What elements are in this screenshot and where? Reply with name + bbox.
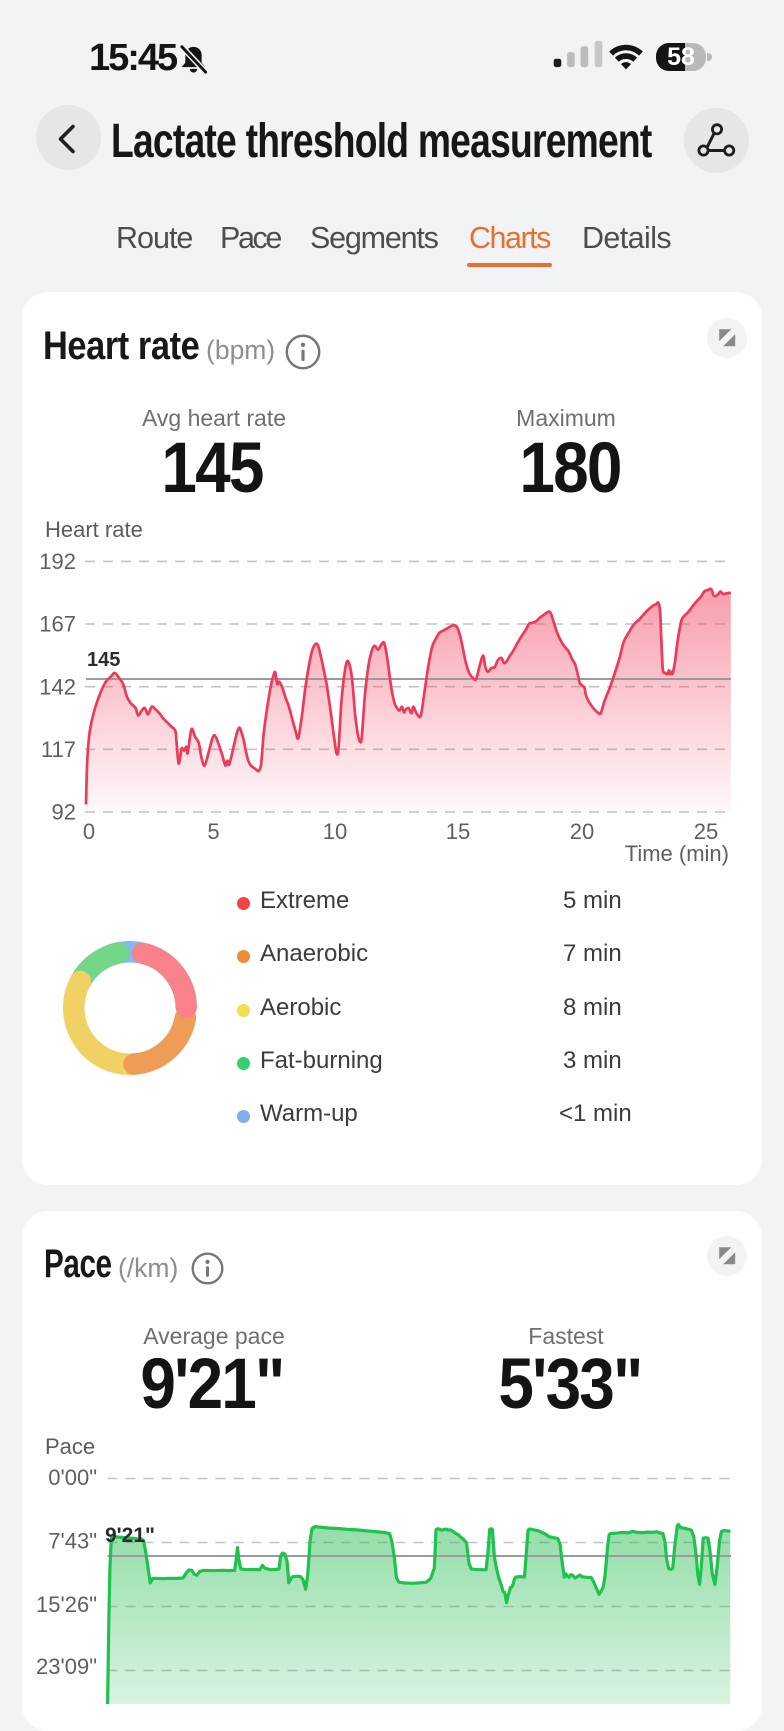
svg-text:Time (min): Time (min) (625, 841, 729, 866)
svg-text:167: 167 (39, 612, 76, 637)
svg-text:0'00": 0'00" (48, 1465, 97, 1490)
svg-text:9'21": 9'21" (105, 1524, 155, 1547)
svg-text:142: 142 (39, 674, 76, 699)
svg-text:Heart rate: Heart rate (45, 517, 143, 542)
svg-text:5: 5 (207, 819, 219, 844)
svg-text:23'09": 23'09" (36, 1654, 97, 1679)
svg-text:145: 145 (87, 649, 120, 671)
svg-text:15'26": 15'26" (36, 1592, 97, 1617)
svg-text:92: 92 (52, 800, 76, 825)
svg-text:0: 0 (83, 819, 95, 844)
svg-text:25: 25 (694, 819, 718, 844)
svg-text:10: 10 (323, 819, 347, 844)
svg-text:7'43": 7'43" (48, 1529, 97, 1554)
svg-text:20: 20 (570, 819, 594, 844)
svg-text:117: 117 (41, 737, 76, 762)
svg-text:15: 15 (446, 819, 470, 844)
svg-text:Pace: Pace (45, 1434, 95, 1459)
svg-text:192: 192 (39, 549, 76, 574)
